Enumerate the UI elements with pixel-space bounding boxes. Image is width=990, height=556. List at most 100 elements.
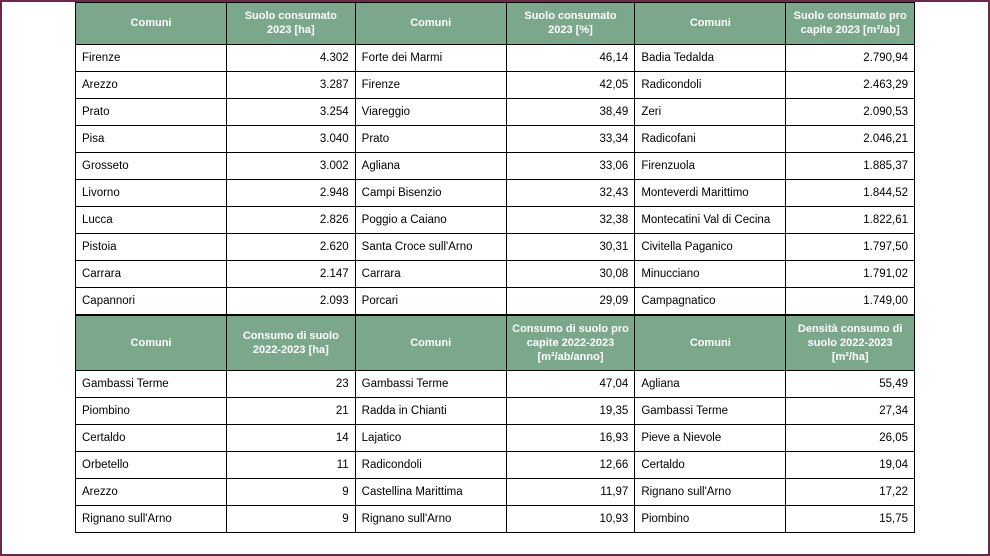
- cell-comune: Gambassi Terme: [76, 371, 227, 398]
- cell-comune: Lucca: [76, 206, 227, 233]
- cell-value: 1.844,52: [786, 179, 915, 206]
- cell-comune: Livorno: [76, 179, 227, 206]
- table-row: Pistoia2.620Santa Croce sull'Arno30,31Ci…: [76, 233, 915, 260]
- th-top-5: Suolo consumato pro capite 2023 [m²/ab]: [786, 3, 915, 45]
- cell-value: 30,31: [506, 233, 635, 260]
- cell-comune: Poggio a Caiano: [355, 206, 506, 233]
- cell-value: 2.046,21: [786, 125, 915, 152]
- th-top-4: Comuni: [635, 3, 786, 45]
- cell-comune: Firenzuola: [635, 152, 786, 179]
- table-row: Carrara2.147Carrara30,08Minucciano1.791,…: [76, 260, 915, 287]
- cell-value: 19,35: [506, 398, 635, 425]
- cell-value: 1.885,37: [786, 152, 915, 179]
- cell-comune: Agliana: [355, 152, 506, 179]
- cell-comune: Capannori: [76, 287, 227, 314]
- cell-value: 47,04: [506, 371, 635, 398]
- table-row: Arezzo3.287Firenze42,05Radicondoli2.463,…: [76, 71, 915, 98]
- th-top-3: Suolo consumato 2023 [%]: [506, 3, 635, 45]
- cell-value: 23: [227, 371, 356, 398]
- cell-value: 2.147: [227, 260, 356, 287]
- cell-comune: Badia Tedalda: [635, 44, 786, 71]
- th-top-0: Comuni: [76, 3, 227, 45]
- cell-comune: Monteverdi Marittimo: [635, 179, 786, 206]
- table-row: Livorno2.948Campi Bisenzio32,43Monteverd…: [76, 179, 915, 206]
- table-top-header-row: Comuni Suolo consumato 2023 [ha] Comuni …: [76, 3, 915, 45]
- cell-value: 9: [227, 506, 356, 533]
- cell-comune: Arezzo: [76, 479, 227, 506]
- cell-value: 15,75: [786, 506, 915, 533]
- cell-comune: Gambassi Terme: [635, 398, 786, 425]
- table-bottom: Comuni Consumo di suolo 2022-2023 [ha] C…: [75, 315, 915, 534]
- cell-comune: Pisa: [76, 125, 227, 152]
- cell-comune: Pieve a Nievole: [635, 425, 786, 452]
- table-row: Orbetello11Radicondoli12,66Certaldo19,04: [76, 452, 915, 479]
- th-bot-2: Comuni: [355, 315, 506, 371]
- cell-value: 3.287: [227, 71, 356, 98]
- cell-comune: Rignano sull'Arno: [635, 479, 786, 506]
- th-bot-3: Consumo di suolo pro capite 2022-2023 [m…: [506, 315, 635, 371]
- cell-value: 1.791,02: [786, 260, 915, 287]
- cell-value: 4.302: [227, 44, 356, 71]
- cell-value: 32,38: [506, 206, 635, 233]
- cell-comune: Viareggio: [355, 98, 506, 125]
- cell-comune: Minucciano: [635, 260, 786, 287]
- cell-value: 12,66: [506, 452, 635, 479]
- page-frame: Comuni Suolo consumato 2023 [ha] Comuni …: [0, 0, 990, 556]
- table-bottom-header-row: Comuni Consumo di suolo 2022-2023 [ha] C…: [76, 315, 915, 371]
- cell-value: 2.090,53: [786, 98, 915, 125]
- cell-comune: Campi Bisenzio: [355, 179, 506, 206]
- cell-value: 27,34: [786, 398, 915, 425]
- table-row: Piombino21Radda in Chianti19,35Gambassi …: [76, 398, 915, 425]
- table-top-body: Firenze4.302Forte dei Marmi46,14Badia Te…: [76, 44, 915, 314]
- cell-comune: Rignano sull'Arno: [355, 506, 506, 533]
- cell-value: 46,14: [506, 44, 635, 71]
- tables-container: Comuni Suolo consumato 2023 [ha] Comuni …: [75, 2, 915, 533]
- cell-comune: Radicofani: [635, 125, 786, 152]
- cell-value: 9: [227, 479, 356, 506]
- cell-value: 2.093: [227, 287, 356, 314]
- table-row: Pisa3.040Prato33,34Radicofani2.046,21: [76, 125, 915, 152]
- cell-value: 2.790,94: [786, 44, 915, 71]
- cell-value: 3.002: [227, 152, 356, 179]
- th-top-2: Comuni: [355, 3, 506, 45]
- table-row: Gambassi Terme23Gambassi Terme47,04Aglia…: [76, 371, 915, 398]
- cell-value: 11: [227, 452, 356, 479]
- cell-comune: Pistoia: [76, 233, 227, 260]
- cell-comune: Lajatico: [355, 425, 506, 452]
- cell-comune: Forte dei Marmi: [355, 44, 506, 71]
- cell-comune: Grosseto: [76, 152, 227, 179]
- cell-comune: Firenze: [76, 44, 227, 71]
- cell-value: 3.254: [227, 98, 356, 125]
- cell-value: 2.826: [227, 206, 356, 233]
- table-row: Prato3.254Viareggio38,49Zeri2.090,53: [76, 98, 915, 125]
- table-top: Comuni Suolo consumato 2023 [ha] Comuni …: [75, 2, 915, 315]
- cell-comune: Prato: [355, 125, 506, 152]
- cell-comune: Santa Croce sull'Arno: [355, 233, 506, 260]
- cell-value: 19,04: [786, 452, 915, 479]
- th-bot-0: Comuni: [76, 315, 227, 371]
- cell-value: 17,22: [786, 479, 915, 506]
- cell-value: 16,93: [506, 425, 635, 452]
- table-row: Certaldo14Lajatico16,93Pieve a Nievole26…: [76, 425, 915, 452]
- cell-comune: Carrara: [76, 260, 227, 287]
- cell-comune: Campagnatico: [635, 287, 786, 314]
- table-row: Grosseto3.002Agliana33,06Firenzuola1.885…: [76, 152, 915, 179]
- table-row: Capannori2.093Porcari29,09Campagnatico1.…: [76, 287, 915, 314]
- cell-value: 26,05: [786, 425, 915, 452]
- cell-comune: Agliana: [635, 371, 786, 398]
- cell-value: 10,93: [506, 506, 635, 533]
- cell-value: 2.948: [227, 179, 356, 206]
- cell-comune: Radicondoli: [635, 71, 786, 98]
- cell-comune: Piombino: [635, 506, 786, 533]
- cell-value: 1.749,00: [786, 287, 915, 314]
- cell-value: 14: [227, 425, 356, 452]
- cell-value: 1.797,50: [786, 233, 915, 260]
- cell-comune: Certaldo: [635, 452, 786, 479]
- cell-value: 33,06: [506, 152, 635, 179]
- th-bot-5: Densità consumo di suolo 2022-2023 [m²/h…: [786, 315, 915, 371]
- cell-comune: Porcari: [355, 287, 506, 314]
- cell-comune: Radicondoli: [355, 452, 506, 479]
- cell-comune: Firenze: [355, 71, 506, 98]
- cell-value: 2.620: [227, 233, 356, 260]
- cell-value: 2.463,29: [786, 71, 915, 98]
